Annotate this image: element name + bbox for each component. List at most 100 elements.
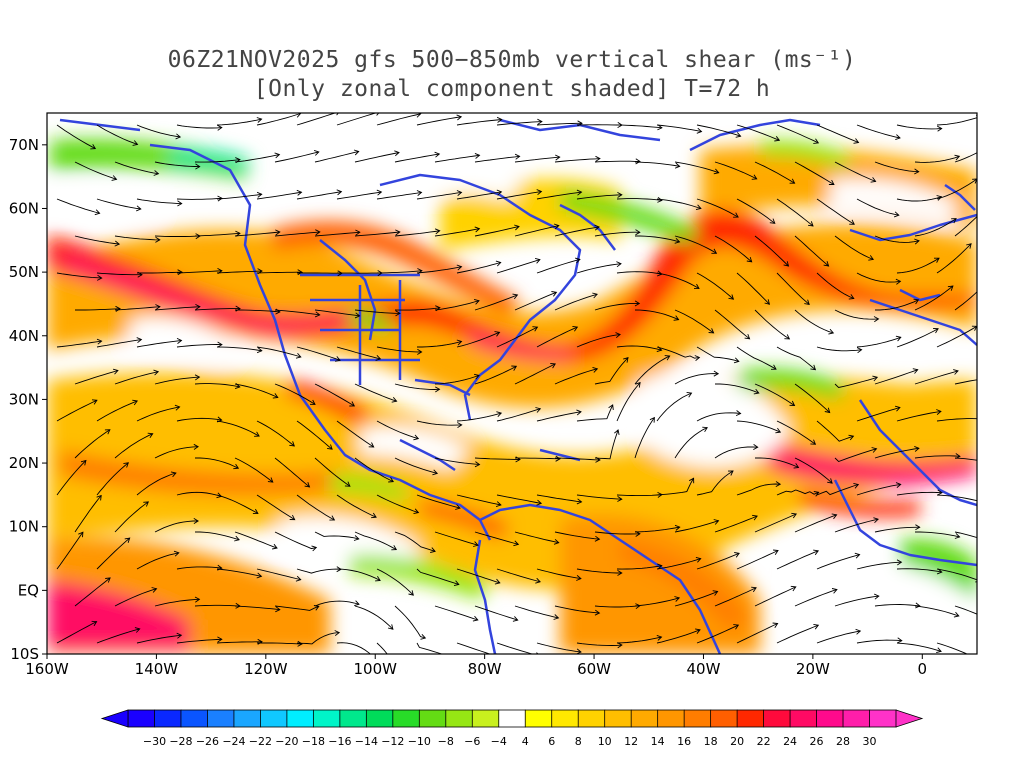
streamline-arrow	[576, 409, 582, 416]
lat-label: 70N	[9, 136, 39, 154]
streamline	[296, 346, 341, 361]
streamline	[394, 605, 426, 639]
streamline-arrow	[594, 535, 601, 542]
streamline	[696, 272, 734, 300]
streamline	[794, 514, 837, 533]
streamline	[714, 161, 757, 180]
streamline	[56, 198, 100, 214]
streamline	[256, 271, 302, 274]
colorbar-swatch	[207, 709, 235, 728]
streamline-arrow	[855, 628, 862, 635]
colorbar-label: 26	[810, 735, 824, 748]
colorbar-swatch	[604, 709, 632, 728]
streamline	[674, 161, 719, 174]
streamline	[896, 642, 942, 652]
streamline	[354, 309, 400, 314]
colorbar-label: −22	[249, 735, 272, 748]
streamline-arrow	[353, 535, 360, 541]
colorbar-swatch	[471, 709, 500, 728]
streamline-arrow	[195, 163, 201, 170]
streamline	[736, 420, 781, 433]
streamline-arrow	[649, 416, 655, 423]
streamline-arrow	[453, 580, 460, 587]
streamline-arrow	[574, 257, 581, 264]
streamline	[496, 191, 542, 200]
streamline-arrow	[329, 515, 336, 521]
streamline	[776, 550, 819, 570]
streamline	[554, 368, 598, 385]
streamline	[216, 270, 263, 274]
streamline-arrow	[375, 354, 382, 361]
streamline	[954, 379, 977, 385]
streamline-arrow	[274, 152, 281, 159]
streamline-arrow	[853, 482, 860, 489]
streamline-arrow	[770, 364, 777, 370]
streamline-arrow	[513, 540, 520, 547]
colorbar-swatch	[312, 709, 341, 728]
streamline	[114, 306, 160, 311]
streamline	[154, 446, 199, 459]
streamline	[456, 331, 500, 348]
streamline-arrow	[992, 619, 997, 624]
streamline	[154, 161, 200, 168]
streamline	[456, 412, 502, 422]
streamline-arrow	[784, 334, 791, 340]
streamline-arrow	[753, 388, 760, 395]
colorbar-swatch	[577, 709, 606, 728]
streamline	[74, 370, 119, 385]
streamline	[96, 400, 138, 422]
streamline-arrow	[176, 632, 183, 639]
streamline	[376, 346, 422, 353]
streamline-arrow	[897, 637, 903, 644]
streamline-arrow	[617, 496, 623, 502]
streamline-arrow	[635, 381, 641, 388]
axis-ticks	[42, 144, 923, 659]
streamline-arrow	[375, 576, 381, 582]
streamline-arrow	[824, 407, 831, 414]
streamline	[936, 178, 977, 200]
streamline-arrow	[311, 545, 318, 552]
streamline-arrow	[894, 405, 901, 412]
streamline	[536, 122, 582, 126]
lon-label: 60W	[577, 660, 611, 678]
lat-label: 40N	[9, 327, 39, 345]
streamline-arrow	[194, 596, 201, 603]
streamline	[136, 634, 182, 644]
streamline	[674, 520, 719, 533]
streamline-arrow	[831, 513, 838, 520]
streamline	[96, 124, 138, 145]
streamline	[376, 420, 419, 440]
streamline	[96, 537, 130, 570]
streamline-arrow	[934, 257, 940, 263]
colorbar-swatch	[286, 709, 315, 728]
streamline-arrow	[733, 212, 739, 218]
streamline	[74, 429, 111, 459]
streamline-arrow	[80, 459, 87, 466]
streamline-arrow	[512, 616, 519, 622]
streamline-arrow	[702, 426, 708, 433]
streamline	[314, 383, 355, 407]
streamline	[75, 308, 121, 311]
streamline	[114, 161, 159, 175]
streamline	[434, 457, 480, 466]
streamline	[114, 235, 160, 241]
streamline-arrow	[91, 620, 98, 627]
colorbar-swatch	[365, 709, 394, 728]
colorbar-swatch	[736, 709, 765, 728]
streamline	[696, 346, 739, 362]
streamline-arrow	[416, 190, 423, 196]
streamline-arrow	[615, 332, 621, 339]
streamline	[794, 589, 838, 607]
streamline-arrow	[744, 333, 751, 340]
streamline	[336, 494, 377, 518]
streamline	[96, 628, 140, 644]
streamline-arrow	[112, 368, 119, 375]
streamline	[856, 407, 901, 422]
streamline-arrow	[947, 285, 954, 291]
streamline-arrow	[474, 461, 481, 468]
streamline-arrow	[783, 261, 790, 267]
colorbar-swatch	[392, 709, 421, 728]
colorbar-label: −4	[491, 735, 507, 748]
colorbar-label: −12	[381, 735, 404, 748]
colorbar-label: 8	[575, 735, 582, 748]
